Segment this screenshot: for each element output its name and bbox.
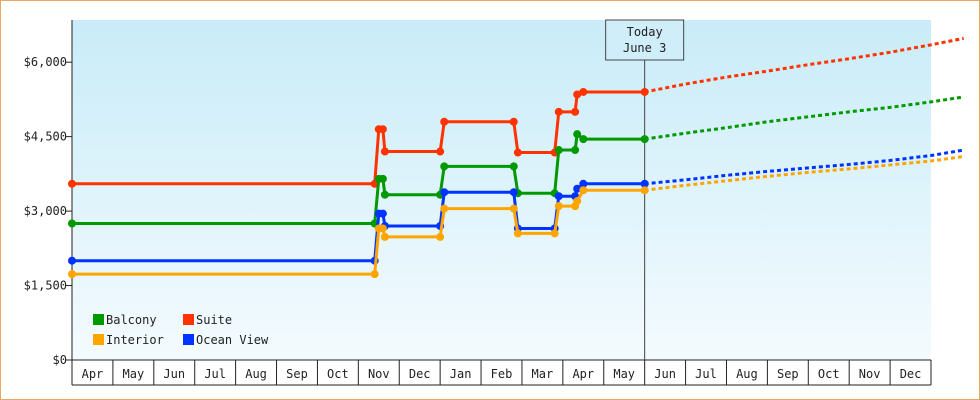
data-point-ocean-view	[378, 209, 387, 218]
data-point-balcony	[380, 190, 389, 199]
data-point-balcony	[640, 135, 649, 144]
data-point-suite	[378, 125, 387, 134]
x-tick-label: Oct	[327, 367, 349, 381]
legend-label-ocean-view: Ocean View	[196, 333, 269, 347]
y-tick-label: $6,000	[24, 55, 67, 69]
x-tick-label: May	[123, 367, 145, 381]
x-tick-label: Jan	[450, 367, 472, 381]
x-tick-label: Oct	[818, 367, 840, 381]
x-tick-label: Sep	[286, 367, 308, 381]
today-marker: Today June 3	[605, 19, 685, 360]
legend-swatch-interior	[93, 334, 104, 345]
x-tick-label: Jun	[163, 367, 185, 381]
data-point-suite	[579, 87, 588, 96]
x-tick-label: Sep	[777, 367, 799, 381]
data-point-ocean-view	[440, 188, 449, 197]
data-point-interior	[550, 229, 559, 238]
plot-area	[72, 20, 931, 360]
data-point-suite	[380, 147, 389, 156]
data-point-ocean-view	[579, 179, 588, 188]
data-point-interior	[68, 270, 76, 279]
data-point-suite	[554, 107, 563, 116]
data-point-balcony	[378, 174, 387, 183]
x-tick-label: Jul	[204, 367, 226, 381]
x-tick-label: Jul	[695, 367, 717, 381]
data-point-suite	[573, 90, 582, 99]
data-point-balcony	[554, 146, 563, 155]
data-point-interior	[573, 197, 582, 206]
data-point-balcony	[440, 162, 449, 171]
data-point-interior	[440, 204, 449, 213]
data-point-balcony	[68, 219, 76, 228]
data-point-ocean-view	[573, 184, 582, 193]
data-point-suite	[440, 117, 449, 126]
data-point-interior	[640, 186, 649, 195]
data-point-suite	[513, 148, 522, 157]
forecast-line-balcony	[644, 95, 964, 141]
x-axis: Apr May Jun Jul Aug Sep Oct Nov Dec Jan Feb Mar Apr M…	[71, 359, 932, 386]
data-point-balcony	[573, 130, 582, 139]
data-point-interior	[579, 186, 588, 195]
series-layer	[68, 36, 965, 279]
x-tick-label: Apr	[572, 367, 594, 381]
legend: Balcony Suite Interior Ocean View	[93, 313, 269, 347]
y-tick-label: $0	[53, 353, 67, 367]
data-point-suite	[571, 107, 580, 116]
data-point-ocean-view	[640, 179, 649, 188]
series-ocean-view	[68, 148, 964, 265]
data-point-interior	[380, 232, 389, 241]
data-point-ocean-view	[68, 256, 76, 265]
data-point-suite	[509, 117, 518, 126]
x-tick-label: Apr	[82, 367, 104, 381]
forecast-line-ocean-view	[644, 148, 964, 186]
data-point-interior	[370, 270, 379, 279]
x-tick-label: Aug	[245, 367, 267, 381]
data-point-interior	[509, 204, 518, 213]
y-tick-label: $4,500	[24, 130, 67, 144]
series-interior	[68, 155, 964, 279]
data-point-interior	[554, 202, 563, 211]
x-tick-label: Mar	[532, 367, 554, 381]
y-axis: $0 $1,500 $3,000 $4,500 $6,000	[24, 20, 73, 367]
x-tick-label: Nov	[859, 367, 881, 381]
x-tick-label: Jun	[654, 367, 676, 381]
data-point-balcony	[579, 135, 588, 144]
y-tick-label: $3,000	[24, 204, 67, 218]
data-point-interior	[513, 229, 522, 238]
x-tick-label: Nov	[368, 367, 390, 381]
today-date-label: June 3	[623, 41, 666, 55]
forecast-line-interior	[644, 155, 964, 192]
data-point-ocean-view	[509, 188, 518, 197]
y-tick-label: $1,500	[24, 279, 67, 293]
x-tick-label: Dec	[900, 367, 922, 381]
x-tick-label: Aug	[736, 367, 758, 381]
legend-label-balcony: Balcony	[106, 313, 157, 327]
series-balcony	[68, 95, 964, 228]
data-point-suite	[436, 147, 445, 156]
x-tick-label: May	[613, 367, 635, 381]
legend-swatch-balcony	[93, 314, 104, 325]
data-point-balcony	[571, 146, 580, 155]
legend-label-interior: Interior	[106, 333, 164, 347]
legend-swatch-ocean-view	[183, 334, 194, 345]
x-tick-label: Dec	[409, 367, 431, 381]
data-point-interior	[378, 224, 387, 233]
data-point-interior	[436, 232, 445, 241]
data-point-suite	[640, 87, 649, 96]
data-point-balcony	[509, 162, 518, 171]
legend-label-suite: Suite	[196, 313, 232, 327]
data-point-ocean-view	[554, 192, 563, 201]
today-box	[605, 19, 685, 61]
data-point-suite	[68, 179, 76, 188]
forecast-line-suite	[644, 36, 965, 94]
legend-swatch-suite	[183, 314, 194, 325]
x-tick-label: Feb	[491, 367, 513, 381]
today-label: Today	[627, 25, 663, 39]
